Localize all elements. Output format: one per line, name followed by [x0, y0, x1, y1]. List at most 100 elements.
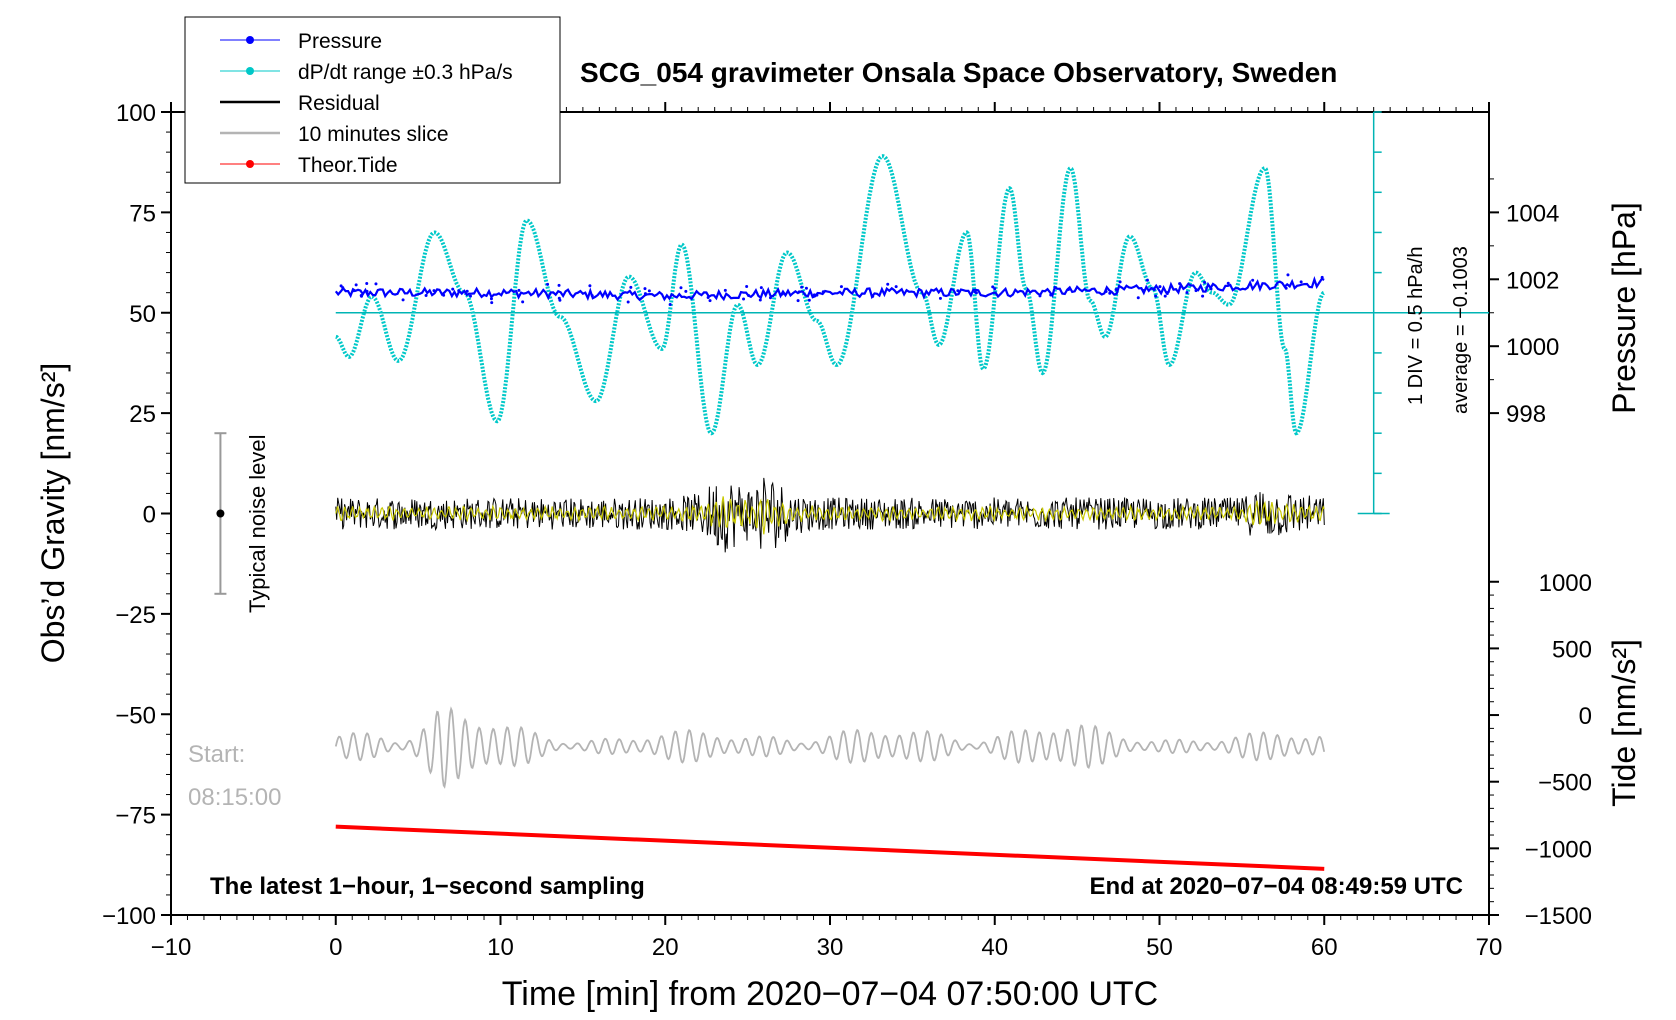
pressure-outlier-point: [465, 289, 469, 293]
pressure-outlier-point: [894, 285, 898, 289]
legend-label: Pressure: [298, 30, 382, 53]
x-tick-label: 30: [817, 934, 844, 961]
pressure-outlier-point: [993, 287, 997, 291]
y-tick-label: −75: [115, 803, 156, 830]
tide-tick-label: −1000: [1525, 836, 1592, 863]
pressure-outlier-point: [821, 290, 825, 294]
tide-tick-label: 500: [1552, 636, 1592, 663]
pressure-outlier-point: [1038, 294, 1042, 298]
pressure-outlier-point: [1194, 289, 1198, 293]
pressure-outlier-point: [352, 289, 356, 293]
tide-tick-label: 1000: [1539, 570, 1592, 597]
x-tick-label: 50: [1146, 934, 1173, 961]
pressure-outlier-point: [1284, 286, 1288, 290]
dpdt-scale-label: 1 DIV = 0.5 hPa/h: [1405, 247, 1427, 405]
pressure-outlier-point: [1142, 289, 1146, 293]
start-label: Start:: [188, 741, 245, 768]
x-tick-label: 40: [981, 934, 1008, 961]
pressure-outlier-point: [557, 296, 561, 300]
pressure-outlier-point: [374, 282, 378, 286]
pressure-outlier-point: [1114, 288, 1118, 292]
pressure-outlier-point: [626, 300, 630, 304]
y-axis-label: Obs’d Gravity [nm/s²]: [35, 363, 71, 664]
pressure-outlier-point: [956, 289, 960, 293]
pressure-outlier-point: [629, 285, 633, 289]
footer-right: End at 2020−07−04 08:49:59 UTC: [1089, 873, 1463, 900]
pressure-outlier-point: [1165, 292, 1169, 296]
pressure-outlier-point: [643, 292, 647, 296]
pressure-outlier-point: [800, 285, 804, 289]
pressure-outlier-point: [812, 293, 816, 297]
y-tick-label: −50: [115, 702, 156, 729]
dpdt-average-label: average = −0.1003: [1450, 246, 1472, 414]
x-tick-label: 60: [1311, 934, 1338, 961]
legend-label: Theor.Tide: [298, 154, 398, 177]
pressure-outlier-point: [546, 282, 550, 286]
pressure-tick-label: 998: [1506, 401, 1546, 428]
pressure-outlier-point: [684, 289, 688, 293]
pressure-outlier-point: [991, 285, 995, 289]
pressure-outlier-point: [1154, 294, 1158, 298]
pressure-outlier-point: [745, 285, 749, 289]
pressure-outlier-point: [590, 294, 594, 298]
pressure-outlier-point: [442, 293, 446, 297]
x-tick-label: 10: [487, 934, 514, 961]
x-axis-label: Time [min] from 2020−07−04 07:50:00 UTC: [502, 975, 1158, 1013]
pressure-outlier-point: [489, 297, 493, 301]
chart-title: SCG_054 gravimeter Onsala Space Observat…: [580, 57, 1337, 88]
pressure-outlier-point: [780, 292, 784, 296]
pressure-outlier-point: [457, 289, 461, 293]
pressure-outlier-point: [354, 283, 358, 287]
pressure-outlier-point: [797, 290, 801, 294]
pressure-outlier-point: [807, 298, 811, 302]
x-tick-label: 70: [1476, 934, 1503, 961]
pressure-outlier-point: [557, 283, 561, 287]
pressure-outlier-point: [1226, 281, 1230, 285]
pressure-outlier-point: [668, 303, 672, 307]
pressure-outlier-point: [679, 286, 683, 290]
pressure-outlier-point: [768, 296, 772, 300]
start-time-label: 08:15:00: [188, 784, 281, 811]
pressure-outlier-point: [1163, 294, 1167, 298]
noise-level-label: Typical noise level: [245, 434, 270, 613]
pressure-outlier-point: [758, 298, 762, 302]
pressure-outlier-point: [1178, 282, 1182, 286]
pressure-outlier-point: [938, 296, 942, 300]
x-tick-label: 20: [652, 934, 679, 961]
x-tick-label: 0: [329, 934, 342, 961]
pressure-outlier-point: [1108, 291, 1112, 295]
pressure-outlier-point: [432, 289, 436, 293]
tide-series-line: [335, 824, 1325, 871]
pressure-outlier-point: [723, 288, 727, 292]
pressure-outlier-point: [1158, 285, 1162, 289]
pressure-outlier-point: [1104, 289, 1108, 293]
noise-bar-center: [216, 509, 225, 518]
pressure-outlier-point: [1286, 273, 1290, 277]
tide-tick-label: −1500: [1525, 903, 1592, 930]
legend-label: dP/dt range ±0.3 hPa/s: [298, 61, 513, 84]
pressure-tick-label: 1004: [1506, 200, 1559, 227]
y-tick-label: 100: [116, 100, 156, 127]
pressure-outlier-point: [365, 281, 369, 285]
pressure-outlier-point: [1209, 287, 1213, 291]
pressure-outlier-point: [1145, 278, 1149, 282]
x-tick-label: −10: [151, 934, 192, 961]
pressure-outlier-point: [839, 285, 843, 289]
pressure-outlier-point: [401, 298, 405, 302]
pressure-outlier-point: [339, 284, 343, 288]
pressure-outlier-point: [1320, 275, 1324, 279]
legend-swatch-marker: [246, 67, 254, 75]
dpdt-series-line: [335, 154, 1325, 436]
pressure-outlier-point: [742, 297, 746, 301]
tide-axis-label: Tide [nm/s²]: [1606, 639, 1642, 807]
pressure-outlier-point: [973, 290, 977, 294]
pressure-outlier-point: [706, 295, 710, 299]
y-tick-label: −100: [102, 903, 156, 930]
y-tick-label: −25: [115, 602, 156, 629]
pressure-series-line: [334, 276, 1325, 302]
pressure-outlier-point: [1049, 293, 1053, 297]
pressure-outlier-point: [588, 284, 592, 288]
pressure-outlier-point: [1299, 280, 1303, 284]
y-tick-label: 25: [129, 401, 156, 428]
